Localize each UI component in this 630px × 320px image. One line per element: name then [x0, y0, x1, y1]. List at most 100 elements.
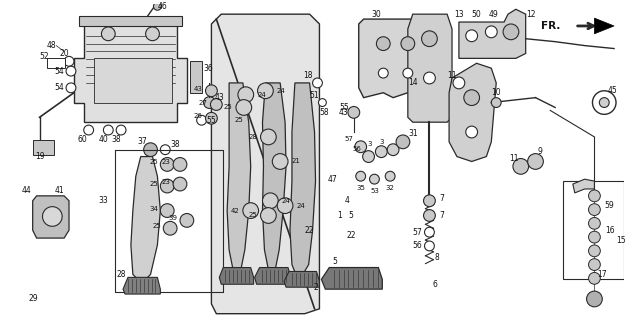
Polygon shape — [321, 268, 382, 289]
Text: FR.: FR. — [541, 21, 560, 31]
Text: 33: 33 — [98, 196, 108, 205]
Circle shape — [64, 56, 74, 66]
Circle shape — [387, 144, 399, 156]
Text: 20: 20 — [59, 49, 69, 58]
Circle shape — [588, 245, 600, 257]
Text: 3: 3 — [379, 139, 384, 145]
Circle shape — [425, 227, 434, 237]
Bar — [33, 140, 54, 155]
Circle shape — [203, 97, 215, 108]
Text: 24: 24 — [282, 198, 290, 204]
Text: 8: 8 — [435, 253, 440, 262]
Circle shape — [513, 158, 529, 174]
Text: 50: 50 — [472, 10, 481, 19]
Text: 32: 32 — [386, 185, 394, 191]
Circle shape — [161, 204, 174, 218]
Text: 24: 24 — [257, 92, 266, 98]
Circle shape — [116, 125, 126, 135]
Circle shape — [401, 37, 415, 51]
Circle shape — [386, 171, 395, 181]
Circle shape — [587, 291, 602, 307]
Circle shape — [144, 143, 158, 156]
Text: 25: 25 — [149, 159, 158, 165]
Circle shape — [161, 157, 174, 171]
Circle shape — [101, 27, 115, 41]
Text: 23: 23 — [162, 179, 171, 185]
Polygon shape — [284, 271, 319, 287]
Text: 49: 49 — [488, 10, 498, 19]
Circle shape — [161, 145, 170, 155]
Circle shape — [592, 91, 616, 114]
Text: 3: 3 — [367, 141, 372, 147]
Text: 43: 43 — [339, 108, 349, 117]
Circle shape — [205, 112, 217, 124]
Text: 2: 2 — [313, 283, 318, 292]
Text: 29: 29 — [29, 294, 38, 303]
Polygon shape — [595, 18, 614, 34]
Circle shape — [263, 193, 278, 209]
Polygon shape — [573, 179, 595, 193]
Polygon shape — [219, 268, 254, 284]
Text: 19: 19 — [35, 152, 44, 161]
Text: 46: 46 — [158, 2, 167, 11]
Circle shape — [588, 204, 600, 215]
Circle shape — [173, 177, 187, 191]
Polygon shape — [290, 83, 316, 275]
Text: 56: 56 — [352, 146, 361, 152]
Text: 47: 47 — [328, 175, 337, 184]
Polygon shape — [255, 268, 291, 284]
Polygon shape — [358, 19, 428, 98]
Circle shape — [318, 99, 326, 107]
Circle shape — [356, 171, 365, 181]
Bar — [563, 181, 624, 279]
Text: 36: 36 — [203, 64, 214, 73]
Circle shape — [66, 66, 76, 76]
Circle shape — [261, 129, 276, 145]
Circle shape — [243, 203, 258, 219]
Circle shape — [370, 174, 379, 184]
Circle shape — [205, 85, 217, 97]
Polygon shape — [123, 277, 161, 294]
Circle shape — [491, 98, 501, 108]
Circle shape — [423, 210, 435, 221]
Polygon shape — [131, 156, 161, 279]
Circle shape — [210, 99, 222, 110]
Polygon shape — [227, 83, 251, 269]
Text: 38: 38 — [170, 140, 180, 149]
Text: 51: 51 — [310, 91, 319, 100]
Circle shape — [423, 72, 435, 84]
Text: 55: 55 — [207, 116, 216, 125]
Text: 11: 11 — [447, 70, 457, 80]
Text: 18: 18 — [303, 70, 312, 80]
Text: 40: 40 — [98, 135, 108, 144]
Text: 52: 52 — [40, 52, 49, 61]
Text: 55: 55 — [339, 103, 349, 112]
Circle shape — [363, 151, 374, 163]
Text: 43: 43 — [214, 93, 224, 102]
Text: 24: 24 — [277, 88, 285, 94]
Text: 12: 12 — [526, 10, 536, 19]
Text: 45: 45 — [607, 86, 617, 95]
Bar — [47, 58, 65, 68]
Text: 58: 58 — [319, 108, 329, 117]
Text: 5: 5 — [333, 257, 338, 266]
Text: 44: 44 — [22, 187, 32, 196]
Text: 35: 35 — [356, 185, 365, 191]
Text: 53: 53 — [370, 188, 379, 194]
Circle shape — [161, 179, 174, 193]
Circle shape — [425, 241, 434, 251]
Text: 10: 10 — [491, 88, 501, 97]
Text: 54: 54 — [54, 67, 64, 76]
Text: 9: 9 — [538, 147, 543, 156]
Circle shape — [173, 157, 187, 171]
Text: 37: 37 — [138, 137, 147, 146]
Polygon shape — [263, 83, 286, 269]
Circle shape — [466, 30, 478, 42]
Circle shape — [272, 154, 288, 169]
Text: 26: 26 — [193, 113, 202, 119]
Text: 60: 60 — [78, 135, 88, 144]
Text: 54: 54 — [54, 83, 64, 92]
Circle shape — [236, 100, 251, 115]
Text: 41: 41 — [54, 187, 64, 196]
Text: 56: 56 — [413, 241, 423, 251]
